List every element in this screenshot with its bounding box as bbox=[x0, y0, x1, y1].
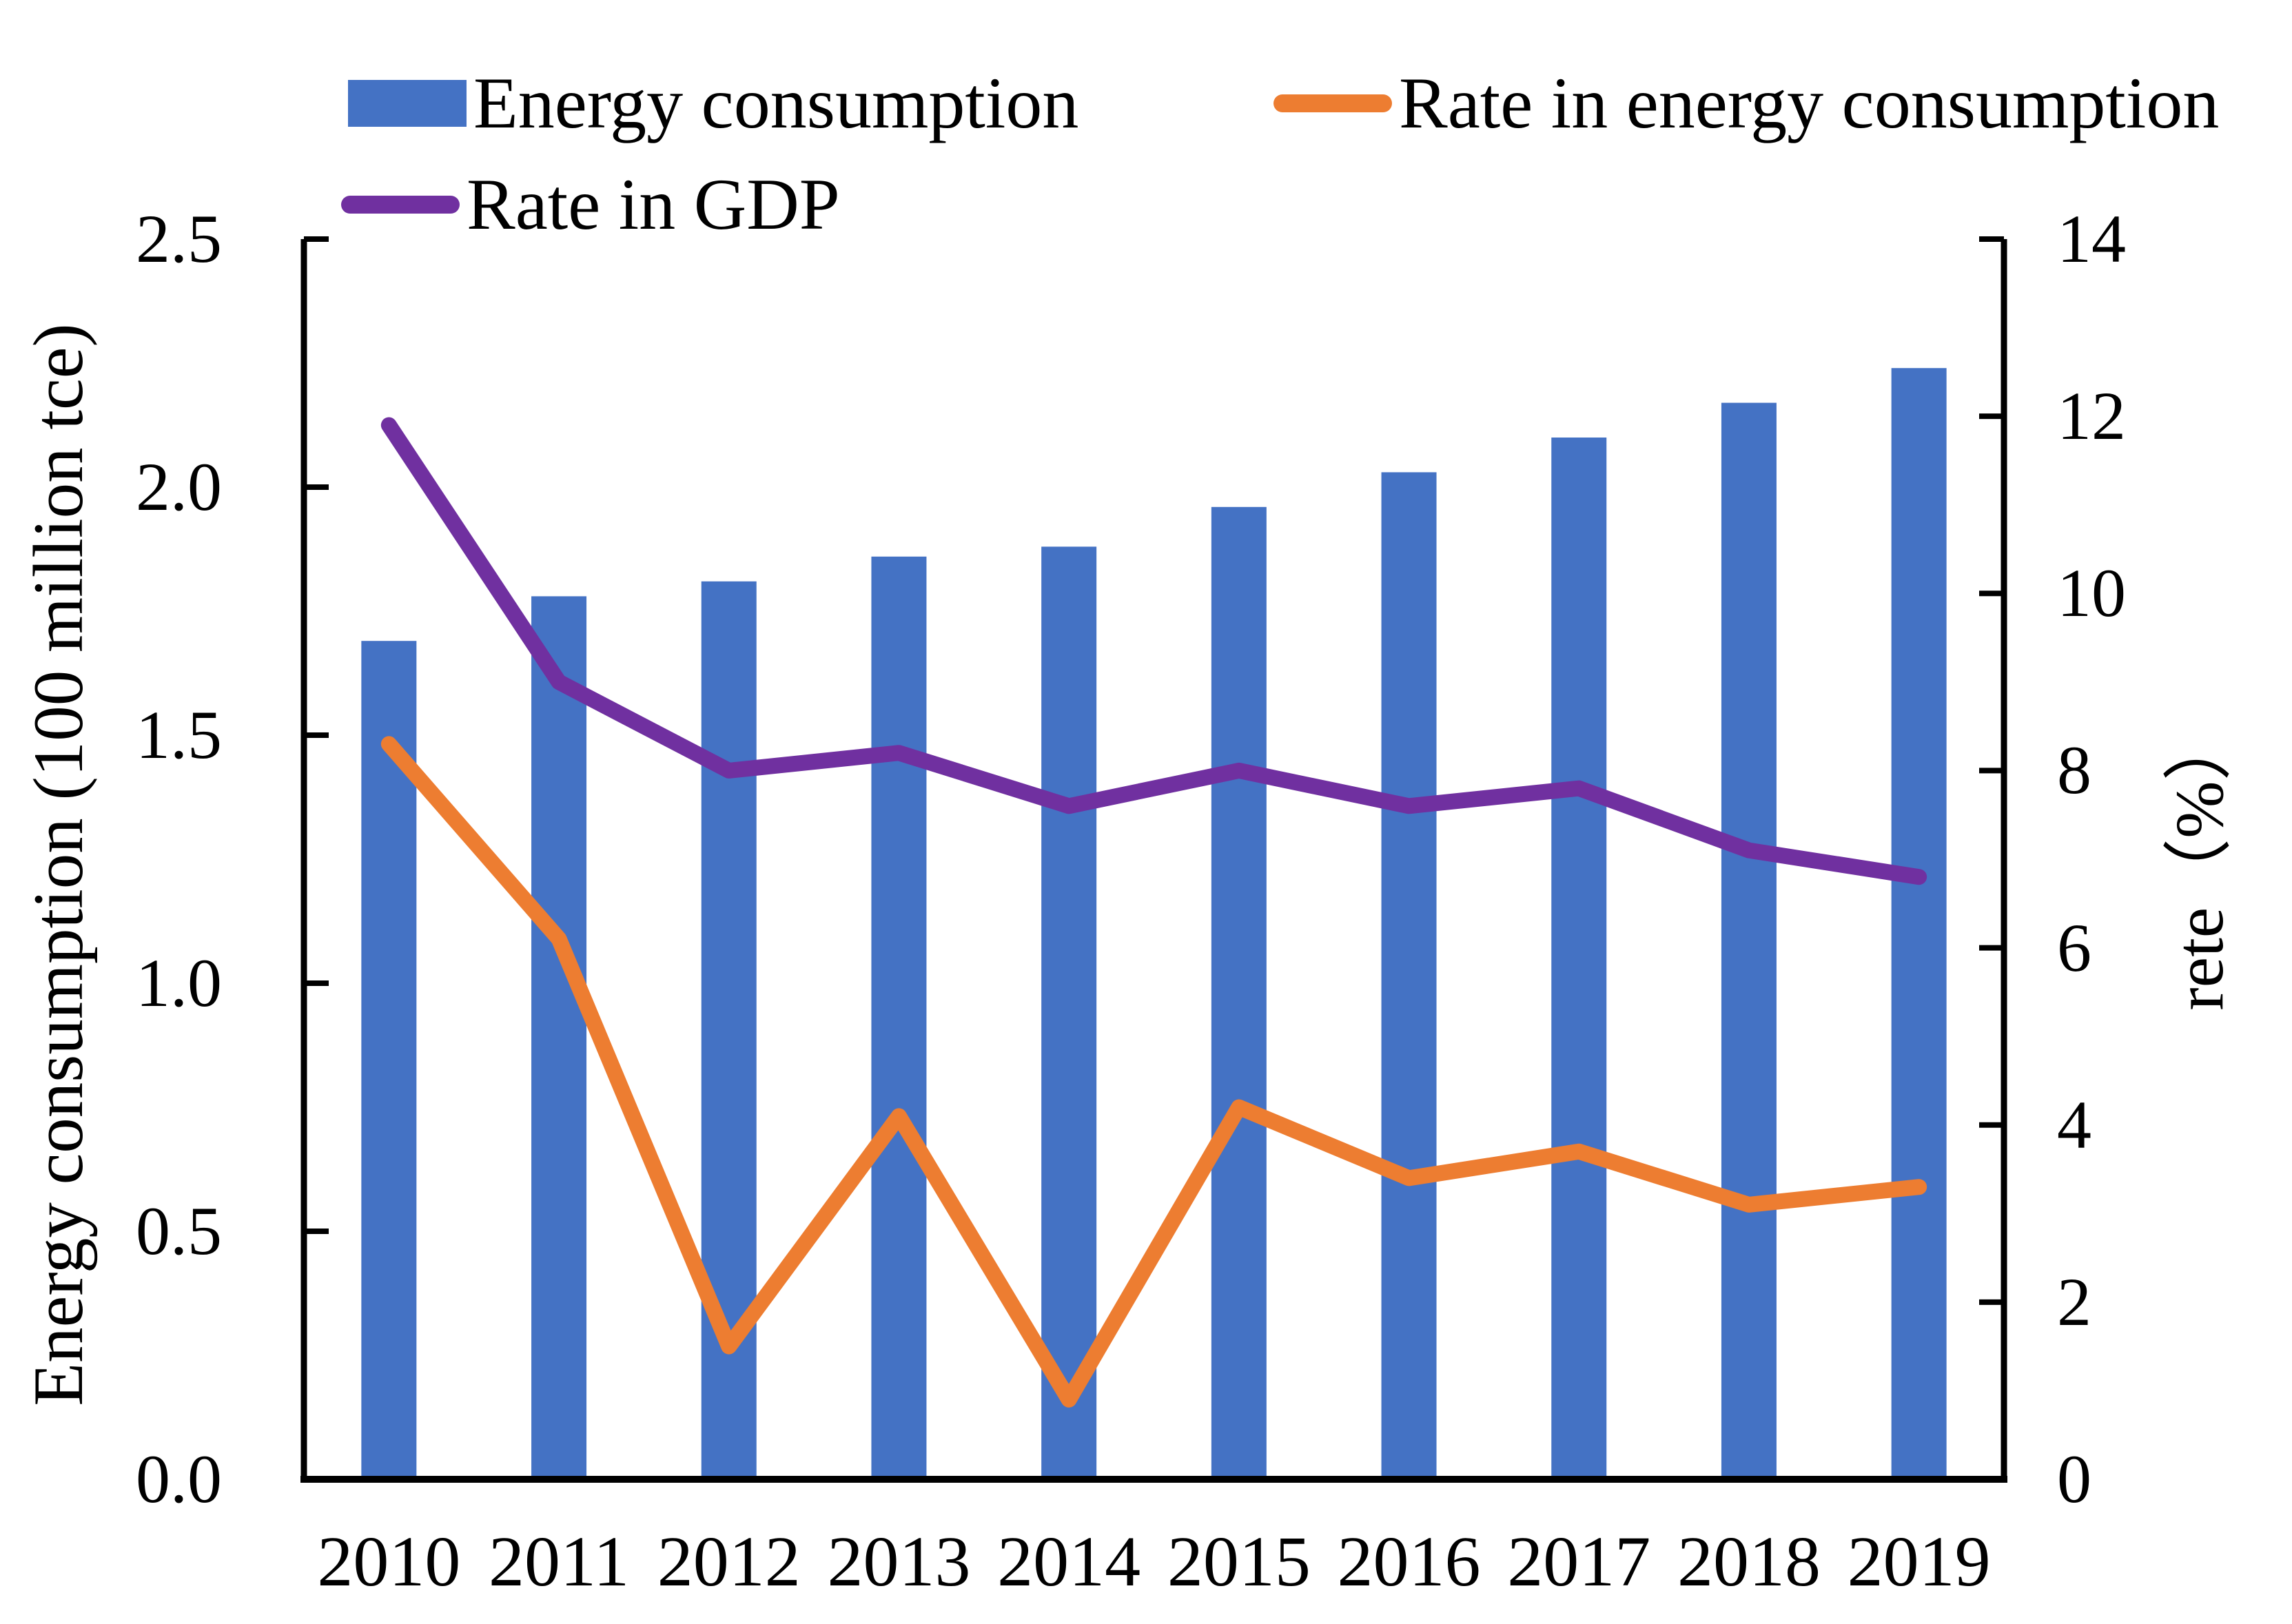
legend-label-rate-in-energy-consumption: Rate in energy consumption bbox=[1399, 63, 2220, 143]
left-axis-tick-label: 0.0 bbox=[136, 1441, 222, 1517]
legend-item-rate-in-energy-consumption: Rate in energy consumption bbox=[1273, 63, 2219, 143]
bar-2019 bbox=[1891, 368, 1947, 1480]
legend-swatch-energy-consumption-icon bbox=[348, 80, 467, 127]
left-axis-tick-label: 2.5 bbox=[136, 201, 222, 277]
x-axis-tick-label: 2012 bbox=[657, 1522, 801, 1601]
left-axis-tick-label: 0.5 bbox=[136, 1193, 222, 1269]
bar-2014 bbox=[1041, 546, 1097, 1479]
line-rate-in-gdp bbox=[380, 417, 1927, 885]
x-axis-tick-label: 2014 bbox=[997, 1522, 1141, 1601]
legend-swatch-rate-in-energy-consumption-icon bbox=[1273, 94, 1392, 112]
bar-2017 bbox=[1551, 438, 1607, 1479]
legend-swatch-rate-in-gdp-icon bbox=[341, 196, 460, 214]
bar-2015 bbox=[1211, 506, 1267, 1479]
x-axis-tick-label: 2018 bbox=[1677, 1522, 1821, 1601]
legend-label-energy-consumption: Energy consumption bbox=[473, 63, 1079, 143]
x-axis-tick-label: 2013 bbox=[827, 1522, 971, 1601]
bar-2016 bbox=[1381, 472, 1437, 1479]
left-axis-tick-label: 1.0 bbox=[136, 945, 222, 1021]
x-axis-tick-label: 2016 bbox=[1337, 1522, 1481, 1601]
bar-2018 bbox=[1721, 402, 1777, 1479]
legend-item-rate-in-gdp: Rate in GDP bbox=[341, 164, 840, 245]
right-axis-tick-label: 0 bbox=[2057, 1441, 2091, 1517]
right-axis-tick-label: 10 bbox=[2057, 555, 2126, 632]
x-axis-tick-label: 2015 bbox=[1167, 1522, 1311, 1601]
right-axis-tick-label: 8 bbox=[2057, 732, 2091, 809]
bar-2013 bbox=[871, 556, 927, 1479]
bar-2010 bbox=[361, 641, 417, 1480]
x-axis-tick-label: 2017 bbox=[1507, 1522, 1651, 1601]
line-rate-in-energy-consumption bbox=[380, 736, 1927, 1408]
x-axis-tick-label: 2011 bbox=[488, 1522, 630, 1601]
left-axis-tick-label: 1.5 bbox=[136, 697, 222, 773]
legend-label-rate-in-gdp: Rate in GDP bbox=[467, 164, 840, 245]
x-axis-tick-label: 2019 bbox=[1847, 1522, 1991, 1601]
right-axis-tick-label: 4 bbox=[2057, 1086, 2091, 1163]
x-axis-tick-label: 2010 bbox=[317, 1522, 461, 1601]
bar-2011 bbox=[531, 596, 587, 1479]
right-axis-tick-label: 6 bbox=[2057, 909, 2091, 986]
right-axis-tick-label: 2 bbox=[2057, 1263, 2091, 1340]
right-axis-tick-label: 14 bbox=[2057, 201, 2126, 277]
legend-item-energy-consumption: Energy consumption bbox=[348, 63, 1078, 143]
right-axis-tick-label: 12 bbox=[2057, 378, 2126, 455]
left-axis-tick-label: 2.0 bbox=[136, 449, 222, 525]
